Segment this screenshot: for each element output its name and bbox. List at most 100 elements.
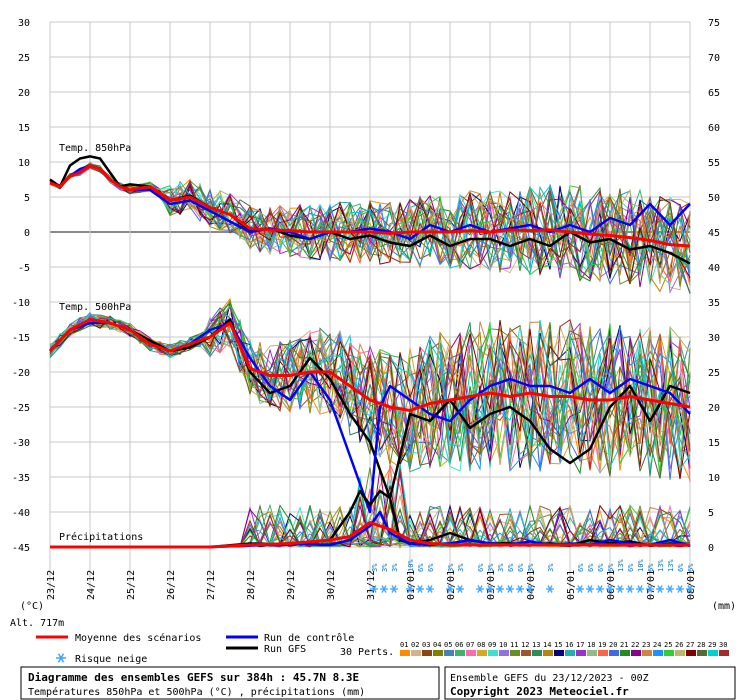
snowflake-icon [446,585,454,593]
x-tick-label: 31/12 [366,570,377,600]
section-label-precip: Précipitations [59,531,143,543]
snow-risk-pct: 3% [497,563,505,572]
snowflake-icon [546,585,554,593]
y-right-tick-label: 35 [708,298,720,309]
pert-legend-swatch [620,650,630,656]
pert-legend-number: 18 [587,641,595,649]
series-line-t850_mean [49,164,691,248]
snow-risk-pct: 3% [371,563,379,572]
snow-risk-pct: 6% [687,563,695,572]
pert-legend-number: 06 [455,641,463,649]
y-left-tick-label: 30 [18,18,30,29]
legend-perts-label: 30 Perts. [340,647,394,658]
snowflake-icon [426,585,434,593]
pert-legend-swatch [631,650,641,656]
pert-legend-swatch [576,650,586,656]
pert-legend-swatch [433,650,443,656]
x-tick-label: 24/12 [86,570,97,600]
copyright: Copyright 2023 Meteociel.fr [450,685,629,698]
pert-legend-number: 17 [576,641,584,649]
y-right-tick-label: 0 [708,543,714,554]
title-box [20,666,440,700]
snowflake-icon [406,585,414,593]
pert-legend-swatch [697,650,707,656]
x-tick-label: 29/12 [286,570,297,600]
y-right-tick-label: 15 [708,438,720,449]
y-right-tick-label: 70 [708,53,720,64]
snowflake-icon [516,585,524,593]
pert-legend-number: 24 [653,641,661,649]
pert-legend-number: 08 [477,641,485,649]
snowflake-icon [56,653,66,663]
pert-legend-swatch [642,650,652,656]
x-tick-label: 25/12 [126,570,137,600]
pert-legend-swatch [400,650,410,656]
snow-risk-pct: 3% [527,563,535,572]
snowflake-icon [626,585,634,593]
y-right-tick-label: 65 [708,88,720,99]
pert-legend-number: 23 [642,641,650,649]
pert-legend-number: 13 [532,641,540,649]
pert-legend-swatch [587,650,597,656]
pert-legend-swatch [653,650,663,656]
y-left-tick-label: -10 [12,298,30,309]
snow-risk-pct: 13% [617,559,625,572]
x-tick-label: 02/01 [446,570,457,600]
altitude-label: Alt. 717m [10,618,64,629]
y-right-tick-label: 75 [708,18,720,29]
x-tick-label: 28/12 [246,570,257,600]
snow-risk-pct: 3% [487,563,495,572]
pert-legend-number: 27 [686,641,694,649]
pert-legend-number: 19 [598,641,606,649]
y-right-tick-label: 20 [708,403,720,414]
y-right-tick-label: 55 [708,158,720,169]
pert-legend-number: 10 [499,641,507,649]
left-unit-label: (°C) [20,601,44,612]
pert-legend-swatch [708,650,718,656]
snow-risk-markers: 3% 3% 3% 10% 6% 6% 3% 3% 6% 3% 3% 6% 6% 3% 3% 6% 6% 6% 6% 1… [370,559,695,593]
pert-legend-number: 05 [444,641,452,649]
chart-subtitle: Températures 850hPa et 500hPa (°C) , pré… [28,686,365,698]
pert-legend-swatch [554,650,564,656]
snow-risk-pct: 6% [517,563,525,572]
pert-legend-number: 28 [697,641,705,649]
pert-legend-number: 07 [466,641,474,649]
snowflake-icon [616,585,624,593]
pert-line-500-28 [49,315,691,479]
snowflake-icon [576,585,584,593]
x-tick-label: 23/12 [46,570,57,600]
perturbation-legend: 01 02 03 04 05 06 07 08 09 10 11 12 13 14 15 16 17 18 19 20… [400,641,729,656]
y-left-tick-label: 25 [18,53,30,64]
series-line-t500_mean [48,318,691,412]
legend-snow-label: Risque neige [75,654,147,665]
snowflake-icon [370,585,378,593]
pert-legend-number: 21 [620,641,628,649]
x-tick-label: 01/01 [406,570,417,600]
pert-legend-swatch [675,650,685,656]
pert-legend-number: 29 [708,641,716,649]
y-left-tick-label: 0 [24,228,30,239]
pert-legend-swatch [422,650,432,656]
y-left-tick-label: 5 [24,193,30,204]
snowflake-icon [586,585,594,593]
y-right-tick-label: 5 [708,508,714,519]
legend-mean-label: Moyenne des scénarios [75,632,201,644]
series-line-precip_gfs [50,489,691,549]
series-line-precip_control [50,510,691,549]
snowflake-icon [476,585,484,593]
snow-risk-pct: 6% [627,563,635,572]
snowflake-icon [496,585,504,593]
pert-legend-number: 11 [510,641,518,649]
pert-legend-number: 26 [675,641,683,649]
pert-legend-number: 30 [719,641,727,649]
y-right-tick-label: 10 [708,473,720,484]
y-right-tick-label: 50 [708,193,720,204]
x-tick-label: 07/01 [646,570,657,600]
section-label-t850: Temp. 850hPa [59,143,131,154]
y-right-tick-label: 25 [708,368,720,379]
snowflake-icon [596,585,604,593]
pert-legend-swatch [664,650,674,656]
pert-legend-swatch [411,650,421,656]
snowflake-icon [636,585,644,593]
y-right-tick-label: 45 [708,228,720,239]
